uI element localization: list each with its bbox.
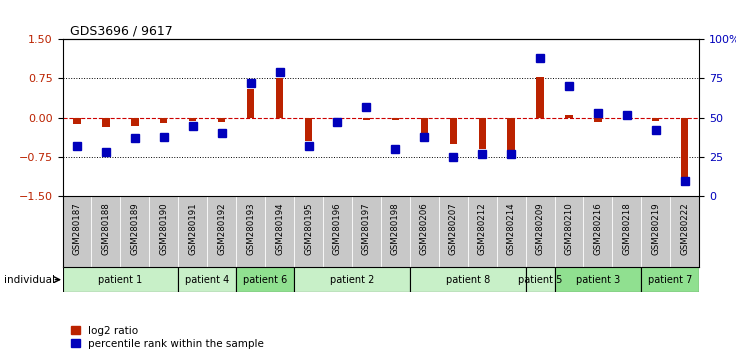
Text: patient 5: patient 5 (518, 275, 562, 285)
Text: GSM280218: GSM280218 (623, 202, 631, 255)
Bar (565, 115, 573, 118)
Bar (450, 118, 457, 144)
Bar (508, 118, 514, 152)
Bar (681, 118, 688, 186)
Bar (74, 118, 81, 124)
Text: GSM280188: GSM280188 (102, 202, 110, 255)
Text: GSM280191: GSM280191 (188, 202, 197, 255)
Bar (594, 118, 601, 122)
Text: GSM280222: GSM280222 (680, 202, 689, 255)
Text: individual: individual (4, 275, 54, 285)
Bar (102, 118, 110, 127)
Text: GSM280192: GSM280192 (217, 202, 226, 255)
Text: GDS3696 / 9617: GDS3696 / 9617 (70, 25, 173, 38)
Text: GSM280196: GSM280196 (333, 202, 342, 255)
Bar (537, 77, 544, 118)
Legend: log2 ratio, percentile rank within the sample: log2 ratio, percentile rank within the s… (71, 326, 264, 349)
Text: GSM280212: GSM280212 (478, 202, 486, 255)
Text: patient 2: patient 2 (330, 275, 374, 285)
Text: GSM280193: GSM280193 (246, 202, 255, 255)
Bar (623, 115, 631, 118)
Bar (652, 118, 659, 121)
Bar (236, 267, 294, 292)
Bar (247, 89, 254, 118)
Bar (554, 267, 641, 292)
Text: GSM280197: GSM280197 (362, 202, 371, 255)
Text: GSM280194: GSM280194 (275, 202, 284, 255)
Bar (131, 118, 138, 126)
Text: patient 7: patient 7 (648, 275, 693, 285)
Text: GSM280207: GSM280207 (449, 202, 458, 255)
Text: GSM280219: GSM280219 (651, 202, 660, 255)
Text: patient 6: patient 6 (243, 275, 287, 285)
Bar (63, 267, 178, 292)
Bar (305, 118, 312, 141)
Text: GSM280189: GSM280189 (130, 202, 139, 255)
Bar (392, 118, 399, 120)
Text: GSM280209: GSM280209 (536, 202, 545, 255)
Bar (189, 118, 197, 121)
Bar (334, 118, 341, 120)
Bar (410, 267, 526, 292)
Text: GSM280206: GSM280206 (420, 202, 429, 255)
Text: GSM280195: GSM280195 (304, 202, 313, 255)
Text: patient 1: patient 1 (99, 275, 143, 285)
Text: patient 4: patient 4 (185, 275, 230, 285)
Bar (526, 267, 554, 292)
Text: GSM280210: GSM280210 (565, 202, 573, 255)
Text: GSM280216: GSM280216 (593, 202, 603, 255)
Bar (478, 118, 486, 149)
Bar (421, 118, 428, 136)
Bar (294, 267, 410, 292)
Text: GSM280198: GSM280198 (391, 202, 400, 255)
Bar (160, 118, 168, 123)
Text: GSM280190: GSM280190 (159, 202, 169, 255)
Bar (276, 78, 283, 118)
Bar (178, 267, 236, 292)
Text: GSM280214: GSM280214 (506, 202, 516, 255)
Text: GSM280187: GSM280187 (73, 202, 82, 255)
Text: patient 3: patient 3 (576, 275, 620, 285)
Bar (641, 267, 699, 292)
Bar (218, 118, 225, 122)
Text: patient 8: patient 8 (445, 275, 490, 285)
Bar (363, 118, 370, 120)
